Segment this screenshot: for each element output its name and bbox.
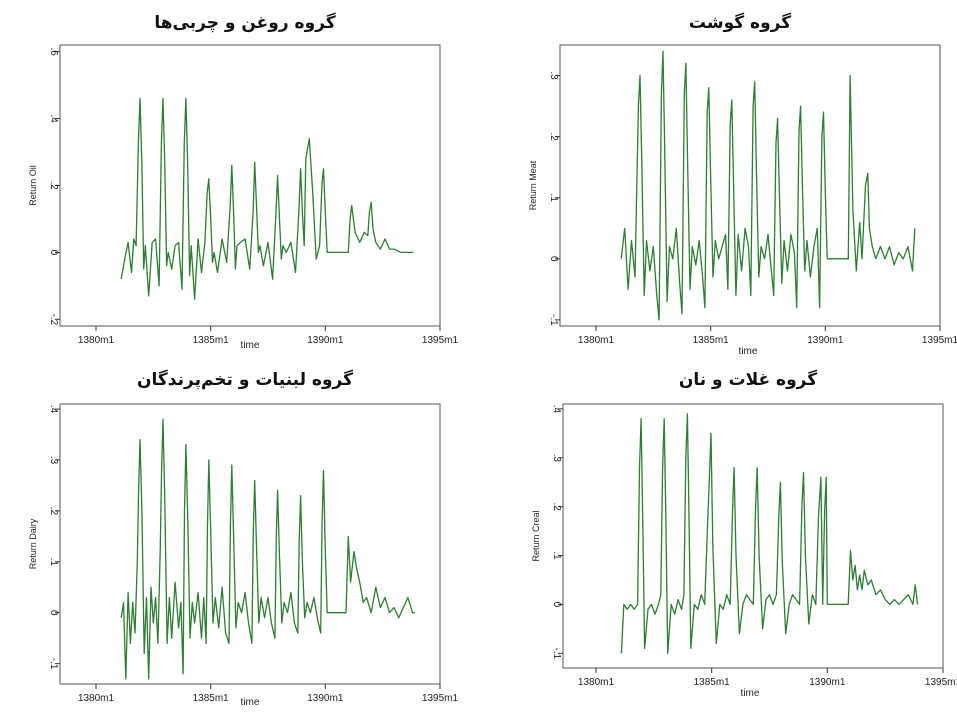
y-tick-label: .4 [48, 114, 59, 123]
series-line [620, 50, 916, 321]
chart-panel-2: گروه گوشت 1380m1 1385m1 1390m1 1395m1 -.1 0 .1.… [528, 12, 957, 357]
y-axis-label: Return Oil [28, 165, 38, 206]
y-tick-label: .2 [551, 502, 562, 511]
x-tick-label: 1380m1 [578, 677, 615, 688]
x-tick-label: 1390m1 [307, 693, 344, 704]
x-tick-label: 1390m1 [809, 677, 846, 688]
y-tick-label: .4 [48, 405, 59, 414]
chart-panel-4: گروه غلات و نان 1380m1 1385m1 1390m1 1395m1 -… [531, 369, 957, 699]
x-tick-label: 1380m1 [578, 335, 615, 346]
x-tick-label: 1385m1 [694, 677, 731, 688]
y-tick-label: .1 [48, 558, 59, 567]
series-line [120, 97, 414, 300]
x-tick-label: 1380m1 [78, 335, 115, 346]
x-tick-label: 1380m1 [78, 693, 115, 704]
plot-frame [562, 403, 944, 669]
plot-frame [59, 44, 441, 327]
chart-title: گروه گوشت [689, 12, 791, 33]
plot-frame [59, 403, 441, 685]
x-axis-label: time [241, 697, 260, 708]
y-tick-label: .2 [548, 132, 559, 141]
y-tick-label: .4 [551, 405, 562, 414]
x-tick-label: 1395m1 [422, 335, 459, 346]
x-tick-label: 1385m1 [693, 335, 730, 346]
y-tick-label: -.1 [48, 658, 59, 670]
y-tick-label: .3 [48, 456, 59, 465]
y-axis-label: Return Creal [531, 510, 541, 561]
y-tick-label: 0 [48, 250, 59, 256]
chart-title: گروه غلات و نان [679, 369, 817, 390]
y-axis-label: Return Dairy [28, 518, 38, 569]
x-tick-label: 1385m1 [193, 693, 230, 704]
y-tick-label: -.1 [548, 314, 559, 326]
chart-panel-1: گروه روغن و چربی‌ها 1380m1 1385m1 1390m1 139… [28, 12, 459, 351]
chart-title: گروه روغن و چربی‌ها [154, 12, 335, 33]
y-tick-label: .2 [48, 181, 59, 190]
x-tick-label: 1390m1 [307, 335, 344, 346]
y-tick-label: .3 [548, 71, 559, 80]
x-tick-label: 1395m1 [925, 677, 957, 688]
chart-panel-3: گروه لبنیات و تخم‌پرندگان 1380m1 1385m1 139… [28, 369, 459, 708]
x-axis-label: time [241, 340, 260, 351]
x-tick-label: 1385m1 [193, 335, 230, 346]
y-tick-label: 0 [48, 610, 59, 616]
y-tick-label: .6 [48, 48, 59, 57]
x-tick-label: 1395m1 [422, 693, 459, 704]
y-tick-label: .1 [551, 551, 562, 560]
series-line [120, 418, 415, 680]
chart-title: گروه لبنیات و تخم‌پرندگان [137, 369, 353, 390]
y-tick-label: .3 [551, 454, 562, 463]
x-tick-label: 1390m1 [807, 335, 844, 346]
series-line [620, 413, 919, 654]
x-tick-label: 1395m1 [922, 335, 957, 346]
y-tick-label: .1 [548, 194, 559, 203]
y-tick-label: 0 [551, 602, 562, 608]
plot-frame [559, 44, 941, 327]
y-tick-label: 0 [548, 256, 559, 262]
x-axis-label: time [741, 688, 760, 699]
x-axis-label: time [739, 346, 758, 357]
y-tick-label: -.1 [551, 647, 562, 659]
y-tick-label: .2 [48, 507, 59, 516]
y-axis-label: Return Meat [528, 160, 538, 210]
y-tick-label: -.2 [48, 313, 59, 325]
